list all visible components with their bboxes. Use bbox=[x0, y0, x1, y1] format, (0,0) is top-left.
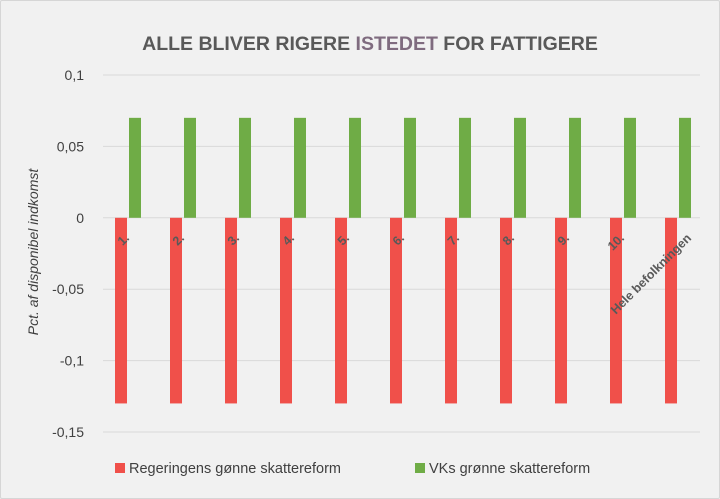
legend-label: Regeringens gønne skattereform bbox=[129, 461, 341, 477]
bar-series-1 bbox=[225, 217, 237, 404]
bar-series-2 bbox=[679, 117, 691, 218]
y-axis-tick-labels: 0,1 0,05 0 -0,05 -0,1 -0,15 bbox=[52, 67, 84, 440]
bar-series-1 bbox=[335, 217, 347, 404]
bar-series-1 bbox=[280, 217, 292, 404]
x-axis-category-labels: 1. 2. 3. 4. 5. 6. 7. 8. 9. 10.Hele befolkningen bbox=[115, 231, 694, 317]
bar-series-1 bbox=[115, 217, 127, 404]
chart-title-part: FOR FATTIGERE bbox=[438, 33, 598, 55]
bar-series-2 bbox=[459, 117, 471, 218]
bars bbox=[115, 117, 691, 404]
legend: Regeringens gønne skattereform VKs grønne… bbox=[115, 461, 590, 477]
bar-series-2 bbox=[404, 117, 416, 218]
legend-swatch bbox=[415, 463, 425, 473]
bar-series-2 bbox=[514, 117, 526, 218]
bar-series-2 bbox=[624, 117, 636, 218]
y-tick-label: 0 bbox=[76, 210, 84, 226]
y-tick-label: -0,05 bbox=[52, 281, 84, 297]
chart-title: ALLE BLIVER RIGERE ISTEDET FOR FATTIGERE bbox=[142, 33, 598, 55]
bar-series-1 bbox=[500, 217, 512, 404]
y-tick-label: 0,05 bbox=[57, 138, 84, 154]
legend-swatch bbox=[115, 463, 125, 473]
bar-series-1 bbox=[610, 217, 622, 404]
bar-series-2 bbox=[184, 117, 196, 218]
bar-series-2 bbox=[239, 117, 251, 218]
y-axis-title: Pct. af disponibel indkomst bbox=[25, 168, 41, 336]
bar-series-2 bbox=[569, 117, 581, 218]
bar-series-1 bbox=[445, 217, 457, 404]
bar-series-2 bbox=[294, 117, 306, 218]
chart-title-part: ALLE BLIVER RIGERE bbox=[142, 33, 355, 55]
chart-title-part: ISTEDET bbox=[356, 33, 438, 55]
bar-series-2 bbox=[129, 117, 141, 218]
bar-series-1 bbox=[170, 217, 182, 404]
category-label: 10. bbox=[605, 231, 627, 253]
y-tick-label: -0,1 bbox=[60, 353, 84, 369]
y-tick-label: -0,15 bbox=[52, 424, 84, 440]
bar-series-2 bbox=[349, 117, 361, 218]
bar-series-1 bbox=[390, 217, 402, 404]
legend-label: VKs grønne skattereform bbox=[429, 461, 590, 477]
bar-series-1 bbox=[555, 217, 567, 404]
bar-series-1 bbox=[665, 217, 677, 404]
y-tick-label: 0,1 bbox=[65, 67, 85, 83]
